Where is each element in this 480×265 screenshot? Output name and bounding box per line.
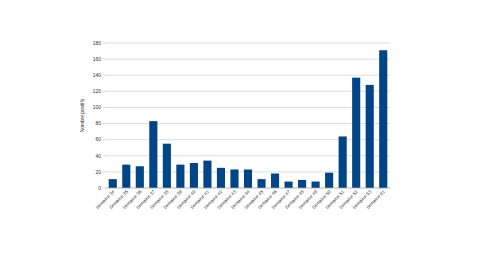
grid-line [106, 43, 390, 44]
y-tick-label: 100 [93, 104, 102, 110]
y-tick-label: 60 [95, 136, 101, 142]
y-tick-label: 20 [95, 169, 101, 175]
grid-line [106, 188, 390, 189]
grid-line [106, 123, 390, 124]
bar [312, 182, 320, 188]
grid-line [106, 107, 390, 108]
bar [339, 136, 347, 188]
bar [257, 179, 265, 188]
grid-line [106, 91, 390, 92]
y-tick [103, 107, 106, 108]
y-tick-label: 80 [95, 120, 101, 126]
bar [190, 163, 198, 188]
bar [366, 85, 374, 188]
bars [109, 50, 388, 188]
bar [379, 50, 387, 188]
bar [136, 166, 144, 188]
y-tick-label: 140 [93, 72, 102, 78]
bar [230, 169, 238, 188]
y-tick-label: 160 [93, 56, 102, 62]
y-tick [103, 188, 106, 189]
bar [217, 168, 225, 188]
bar [176, 165, 184, 188]
bar [109, 179, 117, 188]
y-tick [103, 43, 106, 44]
bar [298, 180, 306, 188]
y-tick-label: 0 [98, 185, 101, 191]
y-axis-label: Nombre positifs [80, 98, 85, 132]
bar [271, 174, 279, 189]
bar [163, 144, 171, 188]
bar [244, 169, 252, 188]
bar [122, 165, 130, 188]
y-tick [103, 171, 106, 172]
chart-svg: 020406080100120140160180Semaine 34Semain… [0, 0, 480, 265]
y-tick [103, 139, 106, 140]
x-tick-label: Semaine 01 [365, 189, 386, 210]
bar [352, 78, 360, 188]
y-tick [103, 155, 106, 156]
bar [203, 161, 211, 188]
y-tick-label: 180 [93, 40, 102, 46]
y-tick [103, 91, 106, 92]
y-tick [103, 59, 106, 60]
grid-line [106, 59, 390, 60]
grid-line [106, 155, 390, 156]
bar [285, 182, 293, 188]
grid-line [106, 139, 390, 140]
bar [325, 173, 333, 188]
y-tick [103, 75, 106, 76]
y-tick [103, 123, 106, 124]
y-tick-label: 40 [95, 153, 101, 159]
chart-container: 020406080100120140160180Semaine 34Semain… [0, 0, 480, 265]
grid-line [106, 75, 390, 76]
x-axis [106, 188, 390, 189]
bar [149, 121, 157, 188]
y-tick-label: 120 [93, 88, 102, 94]
